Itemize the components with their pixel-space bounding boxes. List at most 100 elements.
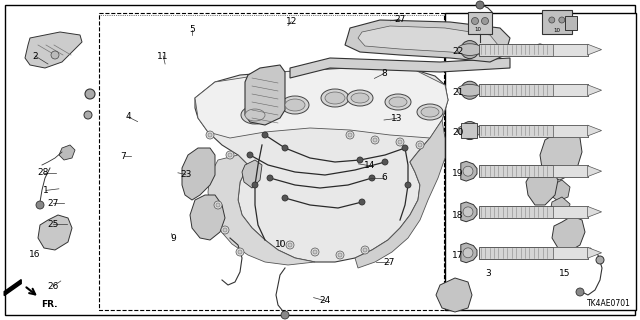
- Polygon shape: [345, 20, 510, 62]
- Ellipse shape: [457, 84, 483, 96]
- Circle shape: [221, 226, 229, 234]
- Ellipse shape: [241, 106, 269, 124]
- Text: 25: 25: [47, 220, 59, 228]
- Polygon shape: [358, 26, 498, 56]
- Bar: [99, 13, 444, 310]
- Circle shape: [311, 248, 319, 256]
- Text: 10: 10: [554, 28, 560, 33]
- Text: 16: 16: [29, 250, 41, 259]
- Polygon shape: [588, 247, 602, 258]
- Polygon shape: [59, 145, 75, 160]
- Circle shape: [84, 111, 92, 119]
- Circle shape: [282, 195, 288, 201]
- Circle shape: [214, 201, 222, 209]
- Text: 15: 15: [559, 269, 570, 278]
- Circle shape: [418, 143, 422, 147]
- Circle shape: [461, 81, 479, 99]
- Circle shape: [402, 145, 408, 151]
- Circle shape: [267, 175, 273, 181]
- Bar: [445, 13, 636, 310]
- Circle shape: [282, 145, 288, 151]
- Circle shape: [313, 250, 317, 254]
- Polygon shape: [550, 180, 570, 201]
- Ellipse shape: [325, 92, 345, 104]
- Circle shape: [206, 131, 214, 139]
- Polygon shape: [195, 68, 448, 262]
- Circle shape: [36, 201, 44, 209]
- Bar: [479, 44, 588, 56]
- Bar: [479, 84, 588, 96]
- Text: 12: 12: [285, 17, 297, 26]
- Circle shape: [208, 133, 212, 137]
- Circle shape: [382, 159, 388, 165]
- Text: 27: 27: [383, 258, 395, 267]
- Bar: [553, 206, 588, 218]
- Circle shape: [51, 51, 59, 59]
- Text: 27: 27: [47, 199, 59, 208]
- Circle shape: [363, 248, 367, 252]
- Circle shape: [223, 228, 227, 232]
- Text: 9: 9: [170, 234, 175, 243]
- Circle shape: [461, 122, 479, 140]
- Text: 1: 1: [44, 186, 49, 195]
- Text: 8: 8: [381, 69, 387, 78]
- Polygon shape: [4, 280, 21, 296]
- Polygon shape: [552, 216, 585, 252]
- Text: 4: 4: [125, 112, 131, 121]
- Bar: [553, 165, 588, 177]
- Polygon shape: [588, 166, 602, 177]
- Text: 26: 26: [47, 282, 59, 291]
- Text: 13: 13: [391, 114, 403, 123]
- Circle shape: [236, 248, 244, 256]
- Circle shape: [281, 311, 289, 319]
- Circle shape: [476, 1, 484, 9]
- Circle shape: [228, 153, 232, 157]
- Polygon shape: [461, 243, 477, 263]
- Polygon shape: [588, 85, 602, 96]
- Text: 10: 10: [474, 27, 481, 31]
- Polygon shape: [588, 125, 602, 136]
- Polygon shape: [588, 44, 602, 55]
- Polygon shape: [38, 215, 72, 250]
- Circle shape: [481, 18, 488, 25]
- Circle shape: [85, 89, 95, 99]
- Circle shape: [348, 133, 352, 137]
- Polygon shape: [461, 161, 477, 181]
- Polygon shape: [588, 206, 602, 217]
- Bar: [553, 44, 588, 56]
- Circle shape: [398, 140, 402, 144]
- Text: TK4AE0701: TK4AE0701: [586, 300, 630, 308]
- Bar: [553, 247, 588, 259]
- Circle shape: [371, 136, 379, 144]
- Text: 19: 19: [452, 169, 463, 178]
- Text: 3: 3: [485, 269, 490, 278]
- Circle shape: [226, 151, 234, 159]
- Ellipse shape: [421, 107, 439, 117]
- Text: 21: 21: [452, 88, 463, 97]
- Ellipse shape: [417, 104, 443, 120]
- Text: 7: 7: [121, 152, 126, 161]
- Circle shape: [336, 251, 344, 259]
- Text: 24: 24: [319, 296, 331, 305]
- Polygon shape: [355, 120, 445, 268]
- Text: 2: 2: [33, 52, 38, 60]
- Ellipse shape: [245, 109, 265, 121]
- FancyBboxPatch shape: [468, 12, 492, 34]
- Polygon shape: [190, 195, 225, 240]
- Ellipse shape: [457, 44, 483, 55]
- Ellipse shape: [385, 94, 411, 110]
- Circle shape: [238, 250, 242, 254]
- Polygon shape: [461, 202, 477, 222]
- Ellipse shape: [389, 97, 407, 107]
- Bar: [479, 206, 588, 218]
- Polygon shape: [550, 197, 570, 218]
- Polygon shape: [526, 168, 558, 205]
- Circle shape: [461, 41, 479, 59]
- Circle shape: [596, 256, 604, 264]
- Text: 5: 5: [189, 25, 195, 34]
- Text: 20: 20: [452, 128, 463, 137]
- Circle shape: [288, 243, 292, 247]
- Text: 6: 6: [381, 173, 387, 182]
- Bar: [479, 247, 588, 259]
- Circle shape: [359, 199, 365, 205]
